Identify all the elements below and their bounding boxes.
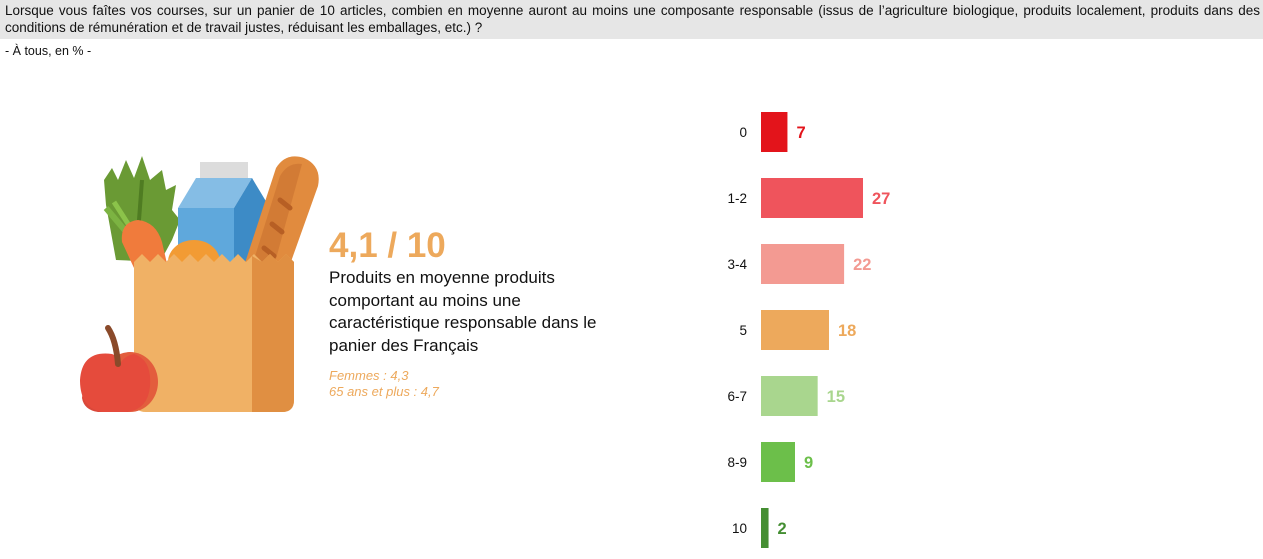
bar xyxy=(761,178,863,218)
category-label: 3-4 xyxy=(727,257,747,272)
kpi-value: 4,1 / 10 xyxy=(329,226,446,265)
bar xyxy=(761,112,788,152)
category-label: 6-7 xyxy=(727,389,747,404)
category-label: 8-9 xyxy=(727,455,747,470)
category-label: 0 xyxy=(739,125,747,140)
category-label: 10 xyxy=(732,521,747,536)
value-label: 22 xyxy=(853,256,871,274)
base-note: - À tous, en % - xyxy=(5,44,92,58)
kpi-detail-senior: 65 ans et plus : 4,7 xyxy=(329,384,439,399)
value-label: 2 xyxy=(778,520,787,538)
value-label: 18 xyxy=(838,322,856,340)
kpi-breakdown: Femmes : 4,3 65 ans et plus : 4,7 xyxy=(329,368,439,400)
kpi-label: Produits en moyenne produits comportant … xyxy=(329,268,597,355)
bar xyxy=(761,244,845,284)
category-label: 5 xyxy=(739,323,747,338)
paper-bag xyxy=(134,254,294,412)
question-text: Lorsque vous faîtes vos courses, sur un … xyxy=(5,3,1260,35)
bar xyxy=(761,508,769,548)
grocery-bag-icon xyxy=(80,156,319,412)
value-label: 7 xyxy=(796,124,805,142)
category-label: 1-2 xyxy=(727,191,747,206)
value-label: 9 xyxy=(804,454,813,472)
bar xyxy=(761,442,795,482)
bar xyxy=(761,376,818,416)
bar xyxy=(761,310,829,350)
baguette-icon xyxy=(244,156,319,270)
apple-icon xyxy=(80,325,158,412)
distribution-bar-chart: 0 7 1-2 27 3-4 22 5 18 6-7 15 8-9 9 10 2 xyxy=(727,112,890,548)
question-header: Lorsque vous faîtes vos courses, sur un … xyxy=(0,0,1263,39)
kpi-detail-women: Femmes : 4,3 xyxy=(329,368,409,383)
value-label: 27 xyxy=(872,190,890,208)
value-label: 15 xyxy=(827,388,845,406)
